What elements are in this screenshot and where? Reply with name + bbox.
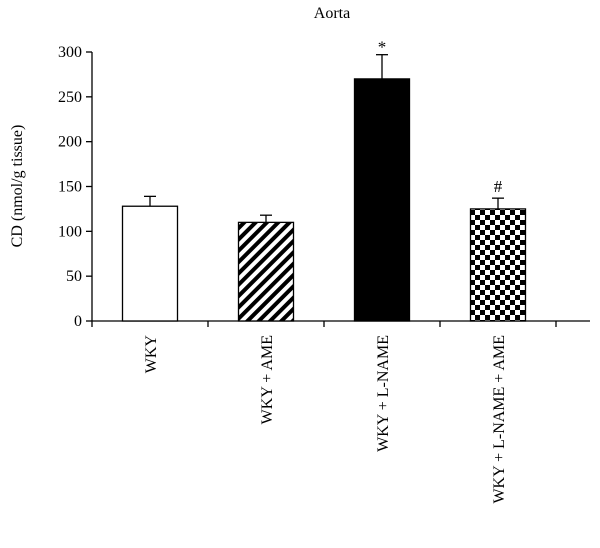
x-category-label: WKY + AME [259, 335, 276, 424]
y-tick-label: 150 [58, 179, 82, 196]
bar-1 [121, 205, 179, 322]
y-tick-label: 100 [58, 223, 82, 240]
bar-2 [237, 221, 295, 322]
x-category-label: WKY + L-NAME [375, 335, 392, 452]
y-tick-label: 300 [58, 44, 82, 61]
y-tick-label: 0 [74, 313, 82, 330]
y-tick-label: 200 [58, 134, 82, 151]
x-category-label: WKY [143, 335, 160, 374]
plot-area: 0 50 100 150 200 250 300 WKY WKY + AME * WKY + L-N… [58, 38, 590, 504]
significance-asterisk: * [378, 38, 387, 57]
y-tick-label: 50 [66, 268, 82, 285]
y-tick-label: 250 [58, 89, 82, 106]
x-category-label: WKY + L-NAME + AME [491, 335, 508, 504]
y-axis-title: CD (nmol/g tissue) [9, 125, 26, 248]
chart-title: Aorta [314, 5, 350, 22]
significance-hash: # [494, 177, 503, 196]
bar-3 [353, 78, 411, 322]
bar-4 [469, 208, 527, 322]
